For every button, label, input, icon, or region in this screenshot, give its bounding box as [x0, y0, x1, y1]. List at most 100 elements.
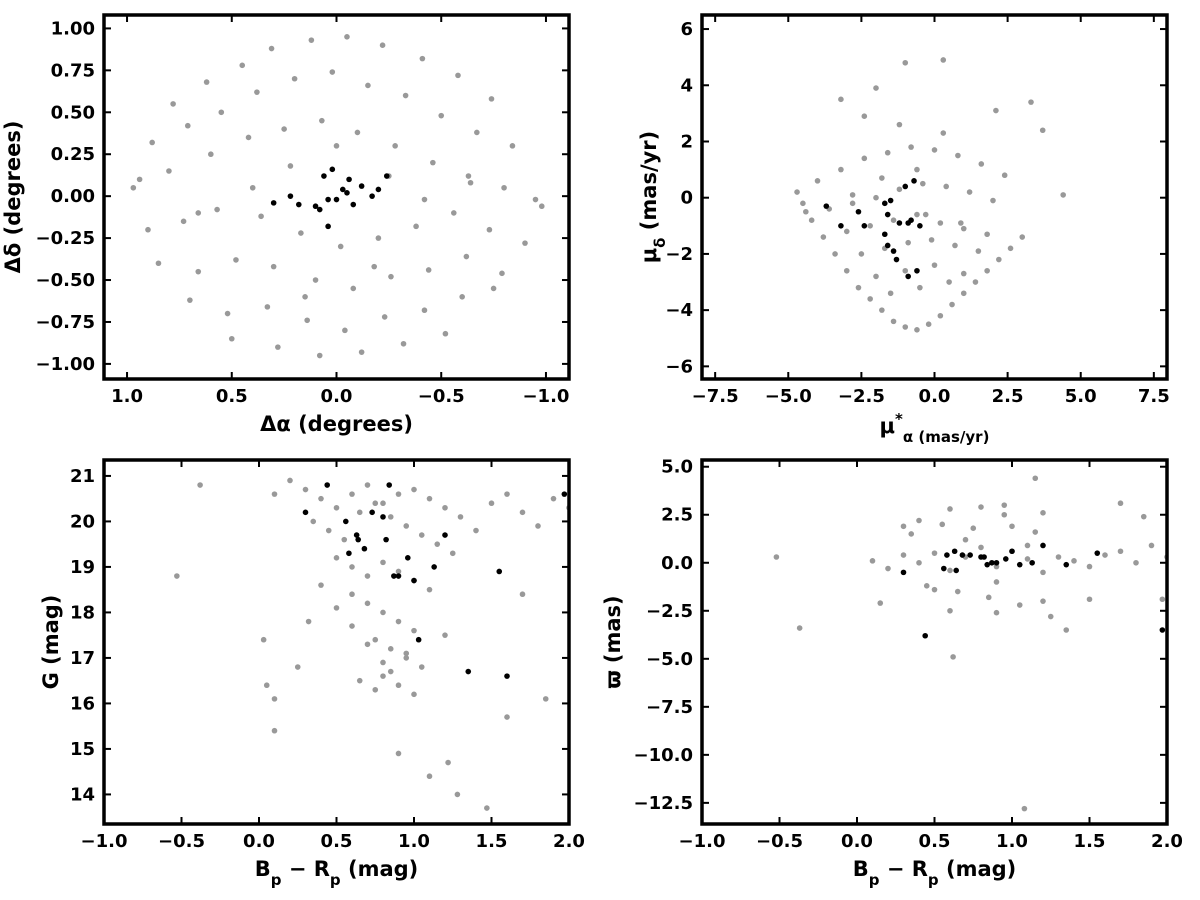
- field-star-point: [195, 210, 202, 216]
- member-star-point: [561, 491, 568, 497]
- field-star-point: [387, 668, 394, 675]
- y-tick-label: 2: [680, 131, 693, 152]
- field-star-point: [333, 143, 340, 149]
- field-star-point: [861, 113, 868, 119]
- x-tick-label: 1.0: [398, 831, 430, 852]
- field-star-point: [803, 208, 809, 215]
- field-star-point: [484, 805, 490, 811]
- y-tick-label: −2.5: [646, 601, 693, 622]
- field-star-point: [305, 618, 312, 625]
- field-star-point: [488, 96, 495, 102]
- plot-frame: [700, 458, 1169, 826]
- field-star-point: [149, 139, 155, 146]
- field-star-point: [908, 144, 914, 150]
- x-tick-label: 0.0: [919, 386, 951, 407]
- field-star-point: [867, 296, 873, 302]
- field-star-point: [773, 554, 780, 560]
- field-star-point: [187, 297, 193, 303]
- field-star-point: [820, 234, 827, 240]
- field-star-point: [1019, 234, 1026, 240]
- member-star-point: [316, 206, 323, 213]
- y-tick-label: 4: [680, 75, 693, 96]
- field-star-point: [364, 482, 371, 488]
- field-star-point: [392, 143, 398, 149]
- y-tick-label: 2.5: [661, 505, 693, 526]
- field-star-point: [838, 96, 844, 103]
- member-star-point: [984, 561, 990, 568]
- field-star-point: [499, 270, 505, 277]
- field-star-point: [349, 623, 355, 629]
- y-tick-label: −6: [665, 356, 693, 377]
- field-star-point: [344, 34, 350, 40]
- y-tick-label: 0.75: [51, 60, 95, 81]
- field-star-point: [450, 210, 457, 216]
- field-star-point: [457, 514, 464, 520]
- field-star-point: [356, 509, 363, 516]
- field-star-point: [463, 253, 470, 260]
- field-star-point: [914, 211, 920, 218]
- field-star-point: [380, 609, 386, 616]
- x-tick-label: −0.5: [418, 386, 465, 407]
- field-star-point: [349, 591, 355, 598]
- field-star-point: [418, 664, 425, 670]
- x-tick-label: −7.5: [692, 386, 739, 407]
- field-star-point: [873, 85, 879, 91]
- x-tick-label: 7.5: [1138, 386, 1170, 407]
- field-star-point: [333, 555, 340, 561]
- field-star-point: [180, 218, 187, 225]
- field-star-point: [808, 217, 815, 223]
- field-star-point: [254, 89, 260, 95]
- field-star-point: [268, 45, 275, 52]
- field-star-point: [449, 550, 456, 557]
- field-star-point: [136, 176, 143, 183]
- field-star-point: [402, 92, 409, 99]
- field-star-point: [426, 586, 433, 593]
- field-star-point: [403, 650, 410, 657]
- field-star-point: [1016, 602, 1023, 608]
- y-tick-label: −0.75: [36, 312, 96, 333]
- field-star-point: [287, 163, 294, 169]
- field-star-point: [263, 682, 270, 689]
- member-star-point: [900, 569, 907, 576]
- field-star-point: [890, 217, 897, 223]
- field-star-point: [421, 307, 428, 314]
- field-star-point: [375, 235, 382, 241]
- member-star-point: [442, 532, 448, 538]
- y-tick-label: 19: [70, 557, 95, 578]
- field-star-point: [395, 682, 402, 689]
- field-star-point: [922, 211, 929, 218]
- field-star-point: [400, 340, 407, 347]
- field-star-point: [184, 122, 191, 129]
- member-star-point: [302, 509, 309, 516]
- member-star-point: [350, 201, 357, 208]
- field-star-point: [949, 301, 955, 308]
- member-star-point: [361, 545, 368, 552]
- member-star-point: [325, 196, 331, 203]
- field-star-point: [879, 307, 885, 313]
- field-star-point: [395, 568, 402, 575]
- y-tick-label: 5.0: [661, 457, 693, 478]
- y-tick-label: 17: [70, 648, 95, 669]
- field-star-point: [931, 262, 938, 268]
- y-tick-label: 16: [70, 693, 95, 714]
- field-star-point: [966, 189, 973, 195]
- member-star-point: [270, 200, 277, 206]
- member-star-point: [944, 552, 950, 558]
- member-star-point: [951, 548, 958, 555]
- field-star-point: [1001, 511, 1008, 518]
- field-star-point: [403, 523, 410, 529]
- member-star-point: [339, 186, 346, 193]
- field-star-point: [302, 486, 309, 493]
- x-tick-label: −0.5: [756, 831, 803, 852]
- field-star-point: [917, 284, 923, 291]
- field-star-point: [1063, 627, 1070, 633]
- field-star-point: [271, 491, 278, 497]
- field-star-point: [287, 477, 293, 484]
- field-star-point: [1024, 542, 1031, 549]
- field-star-point: [796, 625, 803, 631]
- field-star-point: [413, 223, 419, 230]
- member-star-point: [344, 190, 350, 196]
- field-star-point: [145, 226, 151, 233]
- field-star-point: [947, 607, 953, 614]
